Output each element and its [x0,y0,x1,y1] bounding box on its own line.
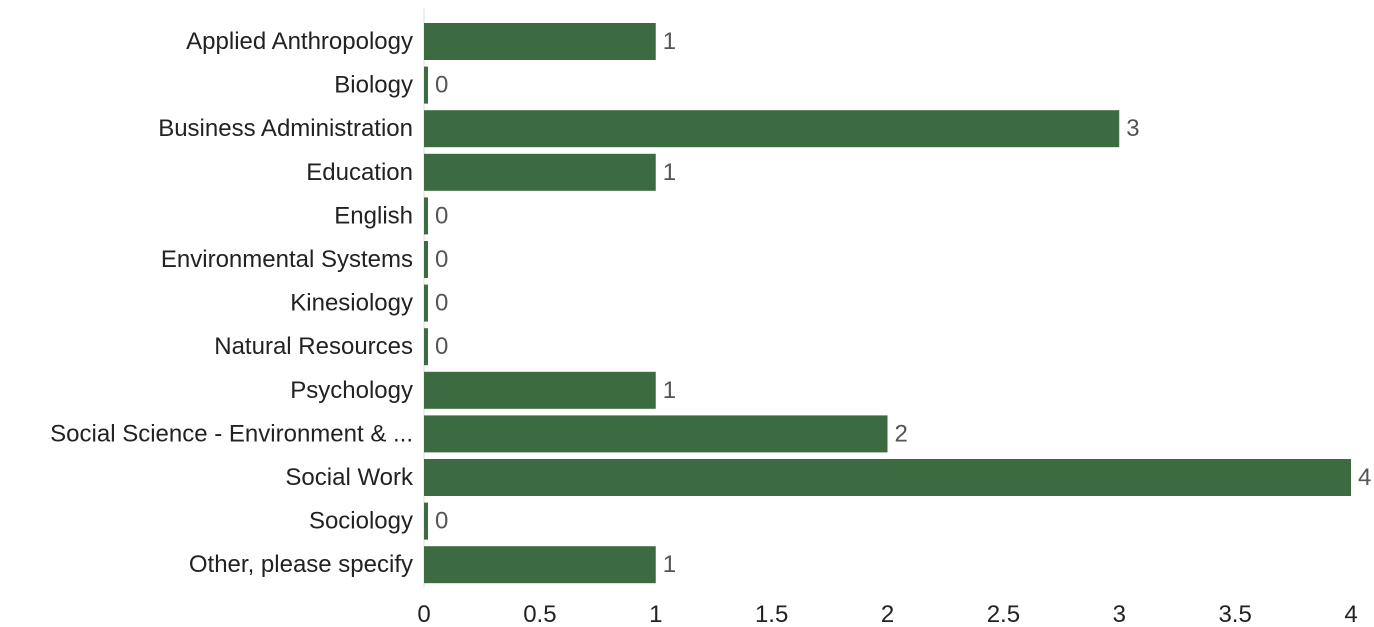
bar [424,110,1120,148]
bar [424,197,428,235]
bar [424,284,428,322]
bar [424,66,428,104]
x-tick-label: 2.5 [987,601,1020,627]
x-tick-label: 1.5 [755,601,788,627]
category-label: Biology [334,72,413,99]
category-label: English [334,202,413,229]
bar [424,459,1351,496]
category-label: Kinesiology [290,290,413,317]
bar [424,371,656,409]
category-label: Social Science - Environment & ... [50,420,413,447]
bar [424,502,428,540]
value-label: 0 [435,246,448,273]
bar [424,546,656,584]
bar [424,328,428,366]
value-label: 0 [435,508,448,535]
value-label: 1 [663,28,676,55]
value-label: 0 [435,72,448,99]
value-label: 3 [1126,115,1139,142]
value-label: 0 [435,202,448,229]
bar [424,241,428,278]
value-labels: 1 0 3 1 0 0 0 0 1 2 4 0 1 [435,28,1371,578]
bars [424,23,1351,584]
value-label: 0 [435,333,448,360]
value-label: 4 [1358,464,1371,491]
value-label: 1 [663,377,676,404]
value-label: 1 [663,159,676,186]
category-labels: Applied Anthropology Biology Business Admi… [50,28,414,578]
category-label: Environmental Systems [161,246,413,273]
category-label: Applied Anthropology [186,28,413,55]
x-tick-label: 3.5 [1218,601,1251,627]
x-axis-tick-labels: 0 0.5 1 1.5 2 2.5 3 3.5 4 [417,601,1357,627]
category-label: Psychology [290,377,413,404]
value-label: 2 [895,420,908,447]
x-tick-label: 2 [881,601,894,627]
category-label: Social Work [285,464,414,491]
bar [424,415,888,453]
category-label: Business Administration [158,115,413,142]
category-label: Other, please specify [189,551,413,578]
value-label: 0 [435,290,448,317]
category-label: Natural Resources [214,333,413,360]
value-label: 1 [663,551,676,578]
x-tick-label: 1 [649,601,662,627]
x-tick-label: 4 [1344,601,1357,627]
x-tick-label: 0 [417,601,430,627]
x-tick-label: 3 [1113,601,1126,627]
x-tick-label: 0.5 [523,601,556,627]
bar [424,153,656,191]
category-label: Education [306,159,413,186]
bar [424,23,656,60]
category-label: Sociology [309,508,413,535]
